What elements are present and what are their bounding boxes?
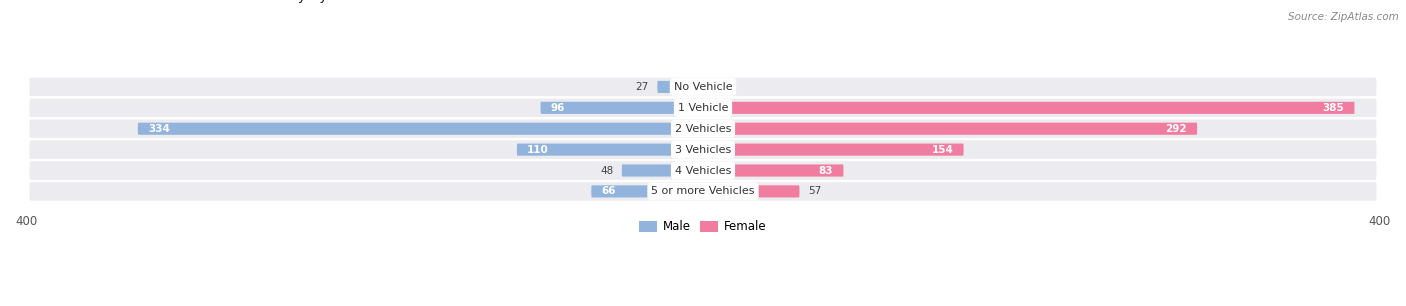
Text: Source: ZipAtlas.com: Source: ZipAtlas.com [1288,12,1399,22]
FancyBboxPatch shape [703,144,963,156]
FancyBboxPatch shape [30,99,1376,117]
FancyBboxPatch shape [703,123,1197,135]
Text: 66: 66 [602,186,616,196]
Text: 2 Vehicles: 2 Vehicles [675,124,731,134]
FancyBboxPatch shape [30,161,1376,180]
FancyBboxPatch shape [703,102,1354,114]
FancyBboxPatch shape [138,123,703,135]
Text: 110: 110 [527,145,548,155]
FancyBboxPatch shape [592,185,703,197]
Text: 96: 96 [551,103,565,113]
FancyBboxPatch shape [30,182,1376,201]
Text: 4 Vehicles: 4 Vehicles [675,166,731,176]
Text: Vehicle Availability by Sex in Hazard: Vehicle Availability by Sex in Hazard [176,0,427,3]
FancyBboxPatch shape [30,140,1376,159]
Text: 292: 292 [1166,124,1187,134]
Text: 3 Vehicles: 3 Vehicles [675,145,731,155]
FancyBboxPatch shape [540,102,703,114]
Text: 5 or more Vehicles: 5 or more Vehicles [651,186,755,196]
FancyBboxPatch shape [621,164,703,177]
Text: 334: 334 [148,124,170,134]
Text: 154: 154 [932,145,953,155]
Text: 1 Vehicle: 1 Vehicle [678,103,728,113]
FancyBboxPatch shape [30,78,1376,96]
FancyBboxPatch shape [703,164,844,177]
Text: 57: 57 [808,186,821,196]
Text: 385: 385 [1323,103,1344,113]
Text: 48: 48 [600,166,613,176]
Text: 83: 83 [818,166,834,176]
FancyBboxPatch shape [658,81,703,93]
FancyBboxPatch shape [703,185,800,197]
Text: No Vehicle: No Vehicle [673,82,733,92]
FancyBboxPatch shape [517,144,703,156]
Legend: Male, Female: Male, Female [634,216,772,238]
FancyBboxPatch shape [30,120,1376,138]
Text: 27: 27 [636,82,648,92]
